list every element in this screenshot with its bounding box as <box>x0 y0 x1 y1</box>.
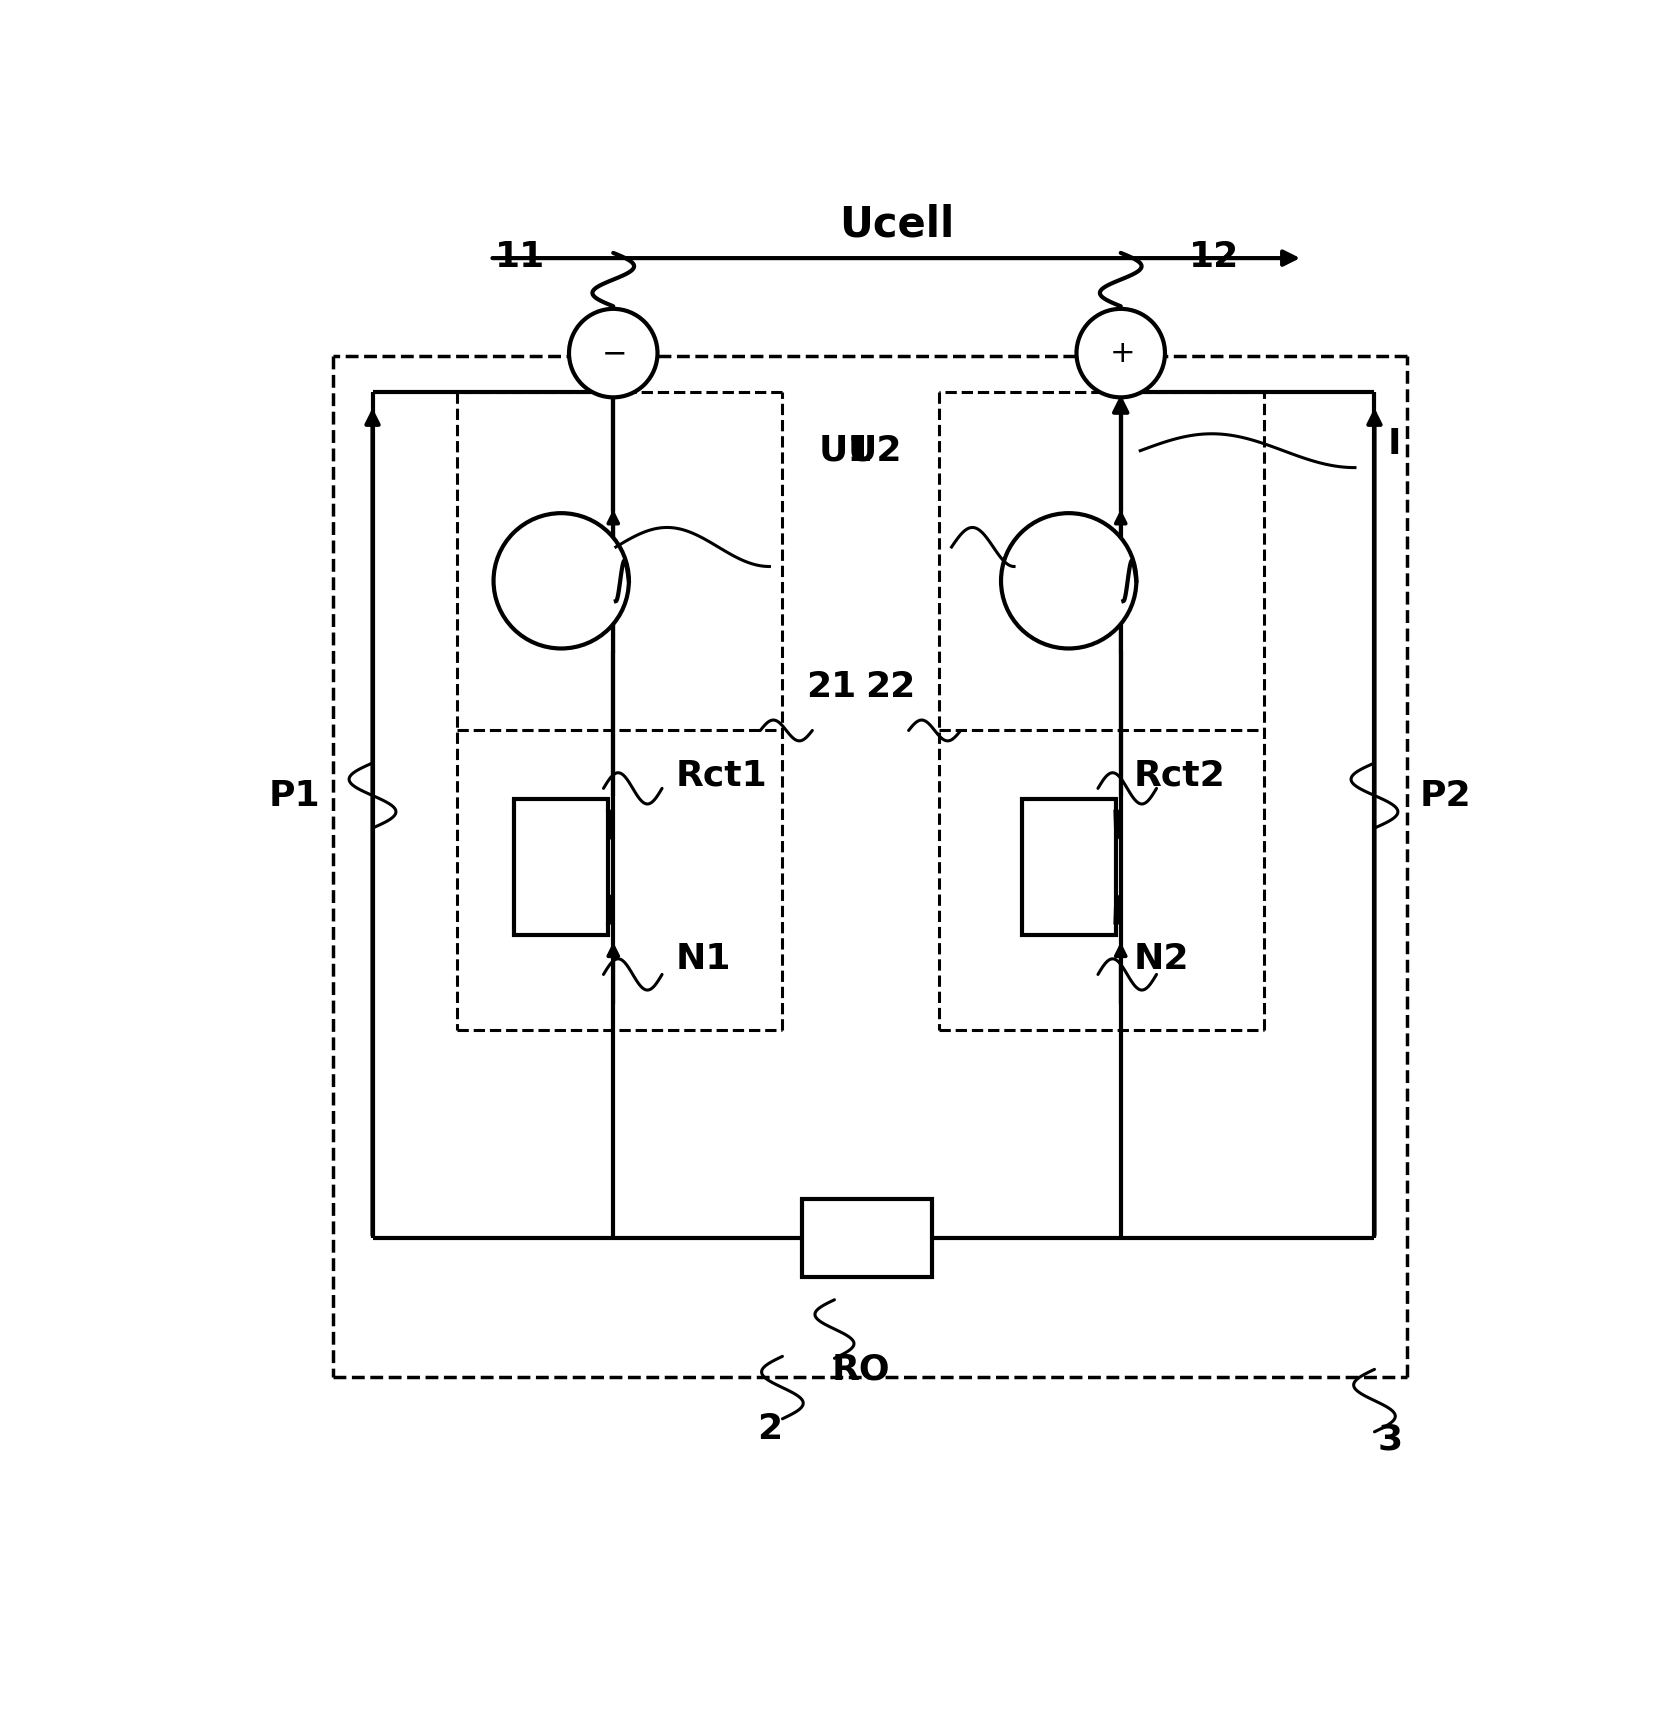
Bar <box>514 798 608 936</box>
Text: N2: N2 <box>1133 943 1189 975</box>
Text: 2: 2 <box>757 1411 782 1446</box>
Text: 12: 12 <box>1189 240 1239 273</box>
Bar <box>803 1198 932 1277</box>
Text: Ucell: Ucell <box>840 203 955 246</box>
Circle shape <box>1076 309 1165 397</box>
Text: P1: P1 <box>269 778 321 812</box>
Text: $-$: $-$ <box>601 338 625 367</box>
Text: I: I <box>1387 428 1400 462</box>
Text: 3: 3 <box>1377 1423 1402 1456</box>
Circle shape <box>1001 513 1137 649</box>
Circle shape <box>569 309 658 397</box>
Text: U2: U2 <box>848 434 902 467</box>
Text: 11: 11 <box>494 240 544 273</box>
Text: N1: N1 <box>675 943 732 975</box>
Text: U1: U1 <box>819 434 873 467</box>
Text: 21: 21 <box>806 670 856 704</box>
Text: Rct2: Rct2 <box>1133 759 1226 792</box>
Text: Rct1: Rct1 <box>675 759 767 792</box>
Text: 22: 22 <box>865 670 915 704</box>
Circle shape <box>494 513 630 649</box>
Bar <box>1023 798 1115 936</box>
Text: P2: P2 <box>1420 778 1471 812</box>
Text: $+$: $+$ <box>1108 338 1133 367</box>
Text: RO: RO <box>831 1353 890 1386</box>
